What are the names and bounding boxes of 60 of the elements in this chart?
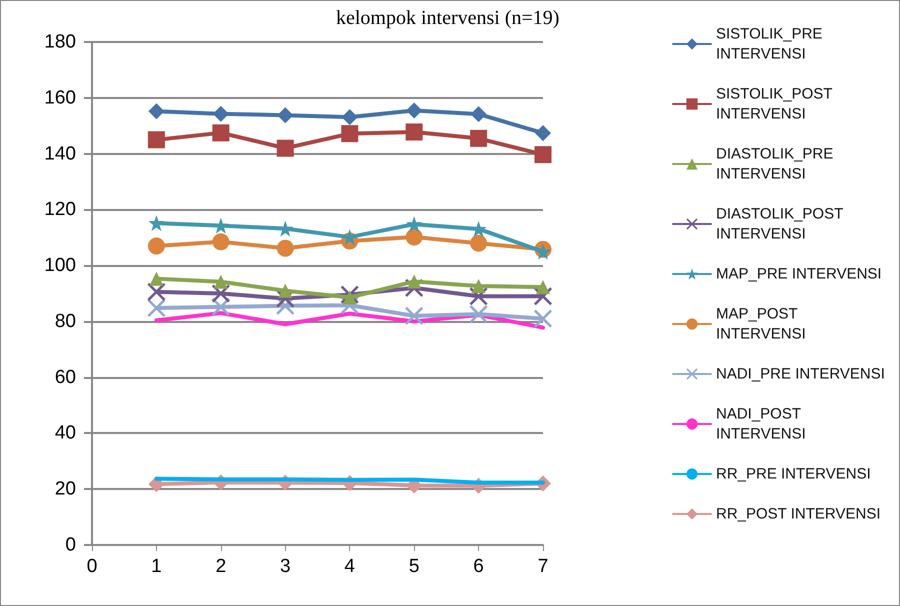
x-tick-label: 7 <box>538 556 548 577</box>
x-tick-label: 2 <box>216 556 226 577</box>
x-tick-label: 4 <box>344 556 356 577</box>
point <box>472 278 486 293</box>
legend-label: DIASTOLIK_PRE INTERVENSI <box>716 146 838 182</box>
point <box>534 310 552 328</box>
y-tick-label: 100 <box>44 255 76 276</box>
point <box>147 282 166 301</box>
point <box>470 106 487 122</box>
point <box>148 131 165 148</box>
point <box>276 140 294 157</box>
point <box>276 240 294 257</box>
x-tick-label: 5 <box>408 556 420 577</box>
point <box>406 102 422 118</box>
point <box>148 103 164 120</box>
legend-label: SISTOLIK_PRE INTERVENSI <box>716 26 827 62</box>
point <box>212 106 229 122</box>
point <box>406 228 423 246</box>
point <box>536 280 550 294</box>
x-tick-label: 6 <box>473 556 484 577</box>
y-tick-label: 60 <box>54 366 76 388</box>
point <box>148 215 164 232</box>
legend-label: RR_PRE INTERVENSI <box>716 466 871 482</box>
y-tick-label: 160 <box>44 87 76 108</box>
point <box>149 272 164 286</box>
y-tick-label: 20 <box>54 478 76 500</box>
point <box>278 284 292 298</box>
legend-label: RR_POST INTERVENSI <box>716 506 880 522</box>
legend-label: MAP_PRE INTERVENSI <box>716 266 882 282</box>
chart-title: kelompok intervensi (n=19) <box>336 7 560 29</box>
legend-label: NADI_PRE INTERVENSI <box>716 366 885 382</box>
point <box>535 125 551 142</box>
y-tick-label: 40 <box>54 422 76 444</box>
legend-label: SISTOLIK_POST INTERVENSI <box>716 86 836 122</box>
point <box>148 238 165 254</box>
y-tick-label: 140 <box>44 143 76 164</box>
point <box>406 216 422 232</box>
y-tick-label: 0 <box>65 534 76 556</box>
point <box>212 124 230 142</box>
point <box>405 306 424 325</box>
y-tick-label: 120 <box>44 199 76 220</box>
point <box>214 274 228 289</box>
point <box>406 123 423 140</box>
point <box>470 234 488 252</box>
point <box>534 146 552 164</box>
point <box>147 299 166 318</box>
point <box>212 233 230 250</box>
point <box>470 305 488 324</box>
point <box>341 125 358 142</box>
x-tick-label: 3 <box>280 556 291 577</box>
x-tick-label: 1 <box>151 556 162 577</box>
legend-label: DIASTOLIK_POST INTERVENSI <box>716 206 848 242</box>
legend-label: NADI_POST INTERVENSI <box>716 406 806 442</box>
legend-label: MAP_POST INTERVENSI <box>716 306 806 342</box>
point <box>470 130 488 147</box>
y-tick-label: 80 <box>54 310 76 332</box>
y-tick-label: 180 <box>44 32 76 52</box>
point <box>342 109 358 126</box>
point <box>277 107 294 124</box>
x-tick-label: 0 <box>86 556 98 577</box>
